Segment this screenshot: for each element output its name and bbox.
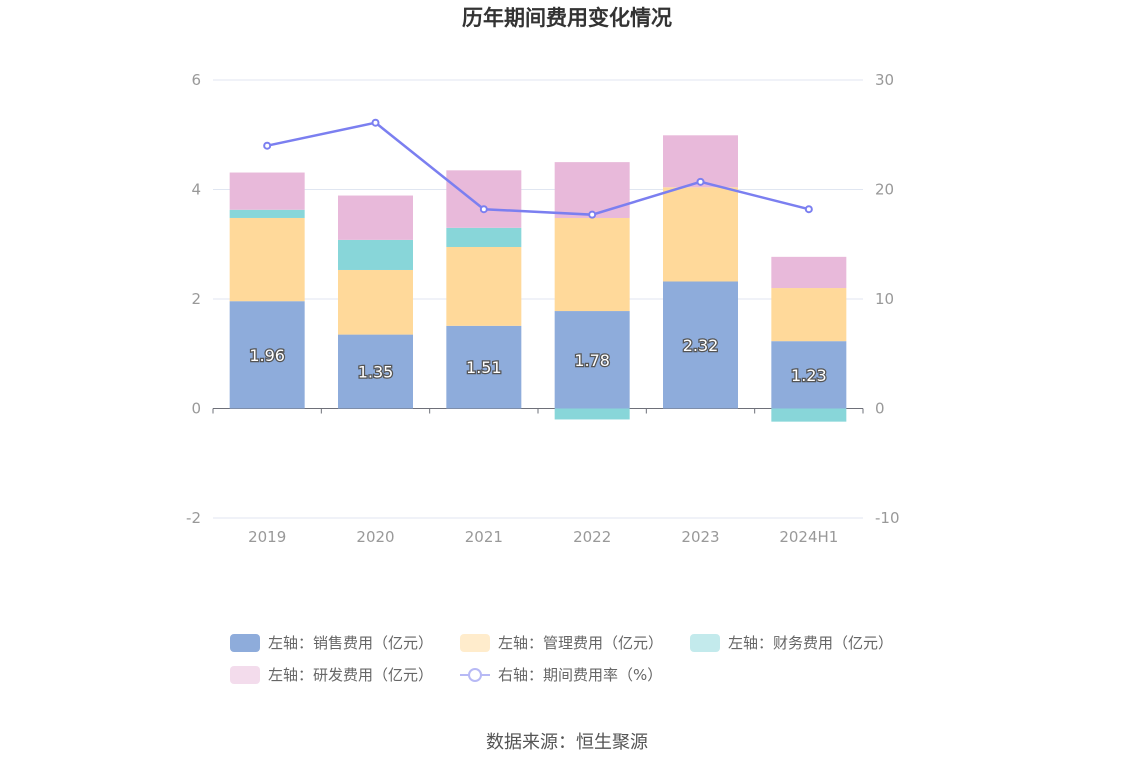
legend-swatch [230, 666, 260, 684]
grid-lines [213, 79, 863, 519]
bar-segment [446, 246, 522, 326]
right-tick-label: 30 [875, 71, 894, 89]
rate-point [588, 210, 597, 219]
bar-labels: 1.96 1.35 1.51 1.78 2.32 1.23 [248, 335, 828, 386]
bar-value-label: 1.35 [358, 363, 394, 382]
rate-point [263, 141, 272, 150]
left-tick-label: 0 [191, 400, 201, 418]
category-label: 2023 [681, 528, 719, 546]
bar-segment [446, 325, 522, 409]
left-tick-label: -2 [186, 509, 201, 527]
bar-segment [446, 227, 522, 247]
bar-segment [554, 311, 630, 409]
rate-point [371, 118, 380, 127]
axes: -2 0 2 4 6 -10 0 10 20 30 2019 2020 2021 2022 2023 2024… [186, 71, 899, 546]
rate-line [263, 118, 813, 219]
bar-segment [338, 269, 413, 335]
bar-segment [229, 217, 305, 302]
bar-segment [554, 162, 630, 218]
bar-segment [229, 172, 305, 210]
bar-segment [229, 209, 305, 218]
rate-point [696, 177, 705, 186]
bar-segment [338, 239, 413, 270]
legend: 左轴：销售费用（亿元） 左轴：管理费用（亿元） 左轴：财务费用（亿元） 左轴：研发费用… [230, 634, 893, 684]
legend-label: 右轴：期间费用率（%） [498, 666, 662, 684]
left-tick-label: 2 [191, 290, 201, 308]
bar-segment [338, 195, 413, 240]
bar-segment [554, 217, 630, 312]
right-tick-label: -10 [875, 509, 900, 527]
right-tick-label: 0 [875, 400, 885, 418]
bar-segment [771, 288, 847, 342]
bar-segment [663, 187, 738, 282]
right-tick-label: 10 [875, 290, 894, 308]
rate-point [479, 205, 488, 214]
legend-swatch [468, 668, 482, 682]
bar-segment [771, 341, 847, 409]
right-tick-label: 20 [875, 181, 894, 199]
rate-line-path [266, 121, 810, 216]
rate-point [804, 205, 813, 214]
category-label: 2021 [465, 528, 503, 546]
bar-value-label: 2.32 [683, 336, 719, 355]
legend-label: 左轴：研发费用（亿元） [268, 666, 433, 684]
bar-value-label: 1.51 [466, 358, 502, 377]
bar-segment [771, 408, 847, 422]
chart-title: 历年期间费用变化情况 [462, 6, 672, 30]
category-label: 2024H1 [779, 528, 838, 546]
bar-segment [554, 408, 630, 420]
bar-value-label: 1.96 [249, 346, 285, 365]
bar-segment [771, 256, 847, 289]
category-label: 2020 [356, 528, 394, 546]
source-note: 数据来源：恒生聚源 [486, 732, 648, 753]
bars [229, 135, 847, 422]
bar-segment [338, 334, 413, 409]
bar-value-label: 1.78 [574, 351, 610, 370]
category-label: 2022 [573, 528, 611, 546]
bar-segment [446, 170, 522, 228]
legend-label: 左轴：管理费用（亿元） [498, 634, 663, 652]
legend-swatch [230, 634, 260, 652]
legend-label: 左轴：销售费用（亿元） [268, 634, 433, 652]
left-tick-label: 4 [191, 181, 201, 199]
bar-segment [229, 301, 305, 409]
bar-segment [663, 281, 738, 409]
legend-swatch [690, 634, 720, 652]
bar-value-label: 1.23 [791, 366, 827, 385]
legend-swatch [460, 634, 490, 652]
legend-label: 左轴：财务费用（亿元） [728, 634, 893, 652]
left-tick-label: 6 [191, 71, 201, 89]
category-label: 2019 [248, 528, 286, 546]
